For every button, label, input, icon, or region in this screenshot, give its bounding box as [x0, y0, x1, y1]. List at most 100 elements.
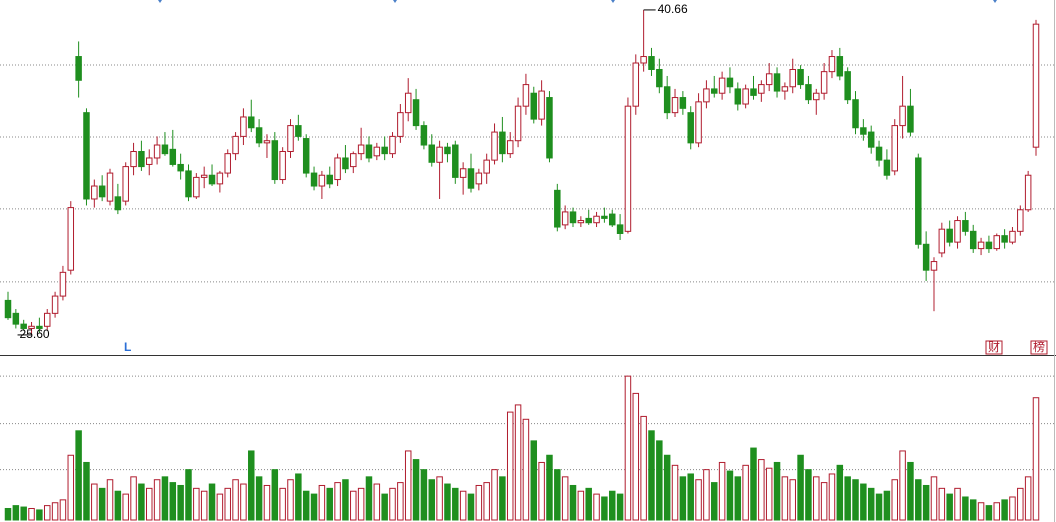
candle-body	[75, 56, 82, 81]
volume-bar	[969, 499, 977, 521]
volume-bar	[302, 490, 310, 521]
candle-body	[287, 125, 294, 152]
volume-bar	[146, 487, 153, 521]
volume-bar	[397, 482, 404, 521]
candle-body	[4, 299, 12, 319]
candle-body	[381, 146, 388, 155]
candle-body	[514, 105, 522, 142]
candle-body	[106, 172, 114, 202]
badge-label: 榜	[1033, 339, 1045, 354]
volume-bar	[883, 490, 891, 521]
volume-bar	[279, 487, 286, 521]
candle-body	[860, 127, 867, 135]
volume-bar	[1024, 476, 1032, 521]
volume-bar	[506, 411, 514, 521]
candle-body	[758, 84, 765, 94]
volume-bar	[765, 467, 773, 521]
candle-body	[295, 125, 302, 137]
candle-body	[726, 77, 734, 88]
volume-bar	[483, 482, 490, 521]
candle-body	[883, 159, 891, 176]
candle-body	[20, 323, 27, 329]
candle-body	[389, 135, 396, 155]
candle-body	[232, 135, 239, 155]
volume-bar	[593, 493, 600, 521]
volume-bar	[193, 487, 200, 521]
candle-body	[255, 127, 263, 144]
candle-body	[703, 88, 710, 103]
volume-bar	[993, 502, 1001, 521]
candle-body	[954, 220, 961, 243]
volume-bar	[985, 505, 993, 521]
candle-body	[43, 312, 51, 327]
candle-body	[561, 211, 569, 226]
marker	[993, 0, 997, 3]
volume-bar	[491, 469, 498, 521]
volume-bar	[169, 482, 177, 521]
candle-body	[1032, 23, 1040, 148]
volume-bar	[860, 483, 867, 521]
candle-body	[161, 144, 169, 155]
candle-body	[452, 144, 459, 178]
volume-bar	[569, 484, 577, 521]
candle-body	[404, 92, 412, 114]
volume-bar	[915, 479, 922, 521]
candle-body	[640, 56, 647, 64]
candle-body	[679, 97, 687, 109]
volume-bar	[648, 430, 655, 521]
volume-bar	[342, 479, 349, 521]
volume-bar	[255, 476, 263, 521]
volume-bar	[240, 483, 247, 521]
candle-body	[169, 148, 177, 165]
volume-bar	[930, 476, 938, 521]
candle-body	[279, 150, 286, 181]
volume-bar	[844, 476, 851, 521]
volume-bar	[962, 496, 969, 521]
volume-bar	[404, 450, 412, 521]
candle-body	[444, 146, 451, 155]
volume-bar	[718, 461, 726, 521]
volume-bar	[326, 487, 333, 521]
volume-bar	[820, 482, 828, 521]
volume-bar	[867, 487, 875, 521]
marker	[611, 0, 615, 3]
volume-bar	[1001, 499, 1008, 521]
candle-body	[475, 172, 483, 185]
volume-bar	[711, 482, 718, 521]
annotation-high: 40.66	[658, 2, 688, 16]
candle-body	[977, 241, 985, 250]
volume-bar	[106, 479, 114, 521]
volume-bar	[514, 404, 522, 521]
volume-bar	[695, 479, 702, 521]
volume-bar	[726, 470, 734, 521]
candle-body	[899, 105, 906, 127]
volume-bar	[138, 483, 145, 521]
candle-body	[59, 271, 67, 297]
candle-body	[915, 157, 922, 245]
candle-body	[789, 68, 796, 88]
candle-body	[28, 325, 35, 329]
volume-bar	[1032, 397, 1040, 521]
candle-body	[616, 224, 624, 235]
volume-bar	[1017, 487, 1024, 521]
volume-bar	[671, 464, 679, 521]
volume-bar	[781, 476, 789, 521]
candle-body	[891, 125, 898, 172]
candle-body	[930, 261, 938, 271]
candle-body	[310, 172, 318, 187]
volume-bar	[459, 490, 467, 521]
volume-bar	[663, 454, 671, 521]
volume-bar	[428, 479, 436, 521]
volume-bar	[51, 502, 59, 521]
volume-bar	[43, 505, 51, 521]
candle-body	[271, 140, 279, 181]
badge	[1030, 340, 1048, 355]
volume-bar	[12, 505, 20, 521]
candle-body	[711, 88, 718, 94]
volume-bar	[350, 490, 357, 521]
volume-bar	[797, 454, 804, 521]
candle-body	[350, 153, 357, 168]
candle-body	[577, 220, 585, 224]
candle-body	[1024, 174, 1032, 211]
volume-bar	[287, 479, 294, 521]
